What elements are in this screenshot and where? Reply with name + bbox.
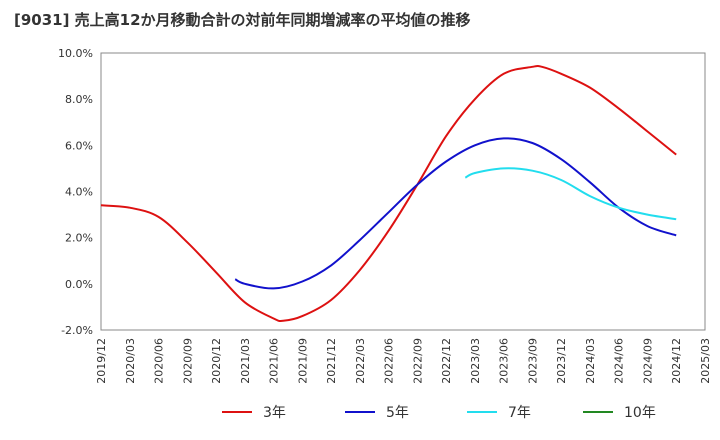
x-tick-label: 2020/03: [124, 338, 137, 384]
series-lines: [100, 64, 677, 323]
chart-title: [9031] 売上高12か月移動合計の対前年同期増減率の平均値の推移: [14, 11, 471, 29]
legend: 3年 5年 7年 10年: [222, 405, 656, 421]
x-tick-label: 2019/12: [95, 338, 108, 384]
x-tick-label: 2022/03: [354, 338, 367, 384]
legend-label: 7年: [508, 405, 531, 421]
x-tick-label: 2023/03: [469, 338, 482, 384]
series-line-1: [234, 137, 677, 290]
legend-item: 5年: [345, 405, 409, 421]
y-tick-label: 10.0%: [58, 47, 93, 60]
x-tick-label: 2023/06: [498, 338, 511, 384]
y-tick-label: 6.0%: [65, 139, 93, 152]
legend-item: 10年: [583, 405, 656, 421]
y-tick-label: 4.0%: [65, 186, 93, 199]
x-tick-label: 2021/03: [239, 338, 252, 384]
y-tick-label: -2.0%: [61, 324, 93, 337]
x-tick-label: 2022/06: [383, 338, 396, 384]
plot-frame: [100, 52, 706, 331]
series-line-2: [464, 167, 677, 221]
x-tick-label: 2023/12: [555, 338, 568, 384]
x-tick-label: 2024/03: [584, 338, 597, 384]
x-tick-label: 2025/03: [699, 338, 712, 384]
x-tick-label: 2023/09: [526, 338, 539, 384]
legend-label: 10年: [624, 405, 656, 421]
legend-label: 5年: [386, 405, 409, 421]
y-tick-label: 8.0%: [65, 93, 93, 106]
x-tick-label: 2022/09: [411, 338, 424, 384]
x-tick-label: 2020/09: [181, 338, 194, 384]
plot-area: [101, 53, 705, 330]
legend-item: 7年: [467, 405, 531, 421]
series-line-0: [100, 64, 677, 323]
x-tick-label: 2020/12: [210, 338, 223, 384]
x-tick-label: 2024/06: [613, 338, 626, 384]
x-tick-label: 2024/12: [670, 338, 683, 384]
y-tick-label: 2.0%: [65, 232, 93, 245]
x-axis: 2019/12 2020/03 2020/06 2020/09 2020/12 2021/…: [95, 338, 712, 384]
legend-label: 3年: [263, 405, 286, 421]
x-tick-label: 2021/06: [268, 338, 281, 384]
y-tick-label: 0.0%: [65, 278, 93, 291]
plot-border: [100, 52, 706, 331]
x-tick-label: 2024/09: [641, 338, 654, 384]
x-tick-label: 2021/09: [296, 338, 309, 384]
legend-item: 3年: [222, 405, 286, 421]
y-axis: -2.0% 0.0% 2.0% 4.0% 6.0% 8.0% 10.0%: [58, 47, 93, 337]
x-tick-label: 2022/12: [440, 338, 453, 384]
x-tick-label: 2021/12: [325, 338, 338, 384]
x-tick-label: 2020/06: [153, 338, 166, 384]
